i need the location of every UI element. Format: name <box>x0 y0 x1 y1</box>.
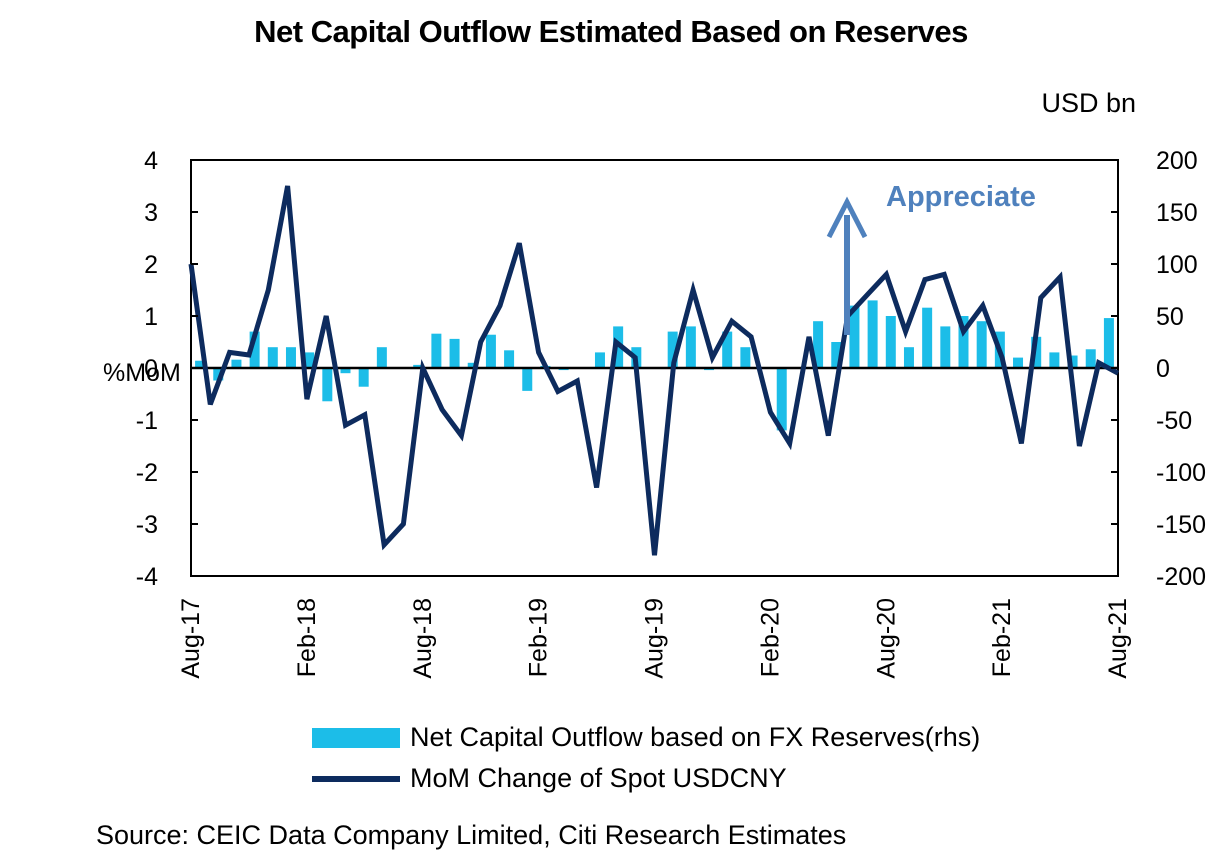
legend-swatch-bars <box>312 727 400 748</box>
right-axis-tick-label: -200 <box>1156 563 1206 591</box>
left-axis-tick-label: 0 <box>144 355 158 383</box>
bar <box>1049 352 1060 368</box>
x-axis-tick-label: Feb-20 <box>756 598 784 677</box>
bar <box>885 316 896 368</box>
x-axis-tick-label: Aug-18 <box>409 598 437 679</box>
x-axis-tick-label: Feb-19 <box>525 598 553 677</box>
bar <box>813 321 824 368</box>
right-axis-tick-label: 100 <box>1156 251 1198 279</box>
chart-title: Net Capital Outflow Estimated Based on R… <box>254 14 968 49</box>
bar <box>594 352 605 368</box>
bar <box>1067 355 1078 368</box>
bar <box>740 347 751 368</box>
x-axis-tick-label: Aug-21 <box>1104 598 1132 679</box>
right-axis-tick-label: 0 <box>1156 355 1170 383</box>
bar <box>467 362 478 368</box>
x-axis-tick-label: Feb-21 <box>988 598 1016 677</box>
bar <box>322 368 333 402</box>
bar <box>358 368 369 387</box>
legend-swatch-line <box>312 775 400 782</box>
left-axis-tick-label: 4 <box>144 147 158 175</box>
bar <box>340 368 351 374</box>
bar <box>1085 349 1096 368</box>
bar <box>485 334 496 368</box>
bar <box>940 326 951 368</box>
appreciate-arrow-head <box>826 196 868 239</box>
source-note: Source: CEIC Data Company Limited, Citi … <box>96 820 847 850</box>
left-axis-tick-label: 2 <box>144 251 158 279</box>
right-axis-tick-label: 200 <box>1156 147 1198 175</box>
right-axis-tick-label: -150 <box>1156 511 1206 539</box>
bar <box>231 359 242 368</box>
bar <box>958 316 969 368</box>
right-axis-tick-label: -50 <box>1156 407 1192 435</box>
bar <box>903 347 914 368</box>
x-axis-tick-label: Feb-18 <box>293 598 321 677</box>
bar <box>249 331 260 368</box>
left-axis-tick-label: -2 <box>136 459 158 487</box>
left-axis-label: %MoM <box>103 359 181 387</box>
legend-label-line: MoM Change of Spot USDCNY <box>410 763 787 793</box>
right-axis-unit: USD bn <box>1041 88 1136 118</box>
bar <box>849 305 860 368</box>
bar <box>667 331 678 368</box>
x-axis-tick-label: Aug-17 <box>177 598 205 679</box>
bar <box>304 352 315 368</box>
bar <box>522 368 533 391</box>
legend-label-bars: Net Capital Outflow based on FX Reserves… <box>410 722 981 752</box>
right-axis-tick-label: 150 <box>1156 199 1198 227</box>
bar <box>195 360 206 368</box>
left-axis-tick-label: -4 <box>136 563 158 591</box>
legend-item-bars: Net Capital Outflow based on FX Reserves… <box>312 722 980 753</box>
x-axis-tick-label: Aug-19 <box>641 598 669 679</box>
bar <box>449 338 460 368</box>
bar <box>285 347 296 368</box>
bar <box>431 333 442 368</box>
bar <box>413 364 424 368</box>
bar <box>213 368 224 381</box>
x-axis-tick-label: Aug-20 <box>872 598 900 679</box>
appreciate-label: Appreciate <box>886 181 1036 213</box>
bar <box>685 326 696 368</box>
right-axis-tick-label: -100 <box>1156 459 1206 487</box>
legend-item-line: MoM Change of Spot USDCNY <box>312 763 787 794</box>
bar <box>867 300 878 368</box>
left-axis-tick-label: -3 <box>136 511 158 539</box>
left-axis-tick-label: 1 <box>144 303 158 331</box>
bar <box>976 321 987 368</box>
bar <box>922 307 933 368</box>
series-line-usdcny <box>188 185 1120 556</box>
bar <box>267 347 278 368</box>
left-axis-tick-label: -1 <box>136 407 158 435</box>
bar <box>831 342 842 368</box>
bar <box>1031 336 1042 368</box>
bar <box>1103 318 1114 368</box>
bar <box>1013 357 1024 368</box>
bar <box>613 326 624 368</box>
bar <box>776 368 787 431</box>
bar <box>504 350 515 368</box>
bar <box>376 347 387 368</box>
left-axis-tick-label: 3 <box>144 199 158 227</box>
bar <box>722 331 733 368</box>
right-axis-tick-label: 50 <box>1156 303 1184 331</box>
